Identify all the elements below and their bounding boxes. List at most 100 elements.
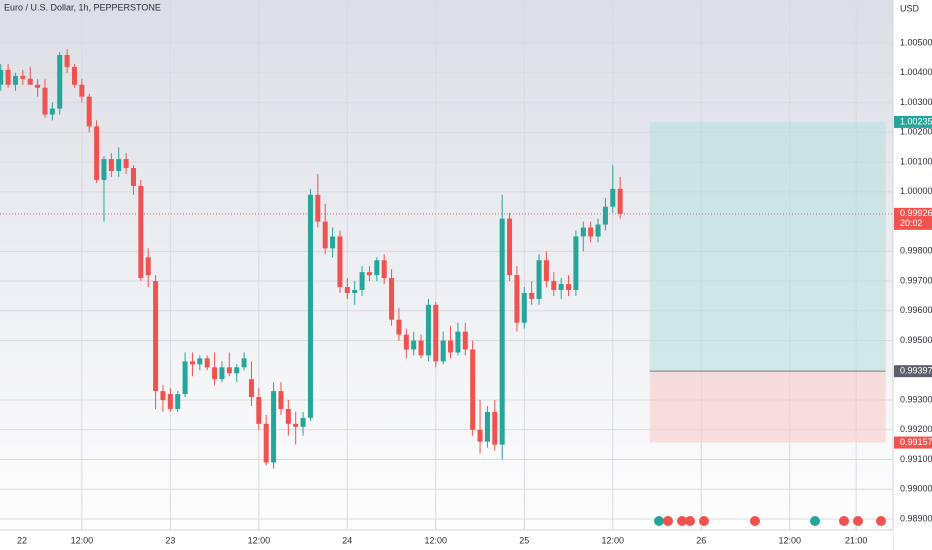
x-tick-label: 21:00	[845, 535, 868, 545]
candle-body	[12, 75, 18, 85]
candle-body	[204, 358, 210, 368]
x-tick-label: 12:00	[602, 535, 625, 545]
candle-body	[389, 278, 395, 320]
x-tick-label: 12:00	[248, 535, 271, 545]
price-badge	[894, 436, 932, 449]
candle-body	[57, 55, 63, 109]
candle-body	[322, 221, 328, 249]
candle-body	[226, 367, 232, 374]
y-tick-label: 0.99600	[900, 305, 932, 315]
candle-body	[492, 411, 498, 445]
candle-body	[514, 275, 520, 323]
candle-body	[440, 340, 446, 362]
candle-body	[35, 84, 41, 88]
y-tick-label: 0.99000	[900, 484, 932, 494]
y-tick-label: 0.99200	[900, 424, 932, 434]
candle-body	[71, 66, 77, 85]
candle-body	[138, 185, 144, 279]
events[interactable]	[654, 516, 886, 526]
event-icon[interactable]	[810, 516, 820, 526]
candle-body	[374, 260, 380, 276]
profit-zone	[649, 121, 886, 372]
candle-body	[167, 394, 173, 409]
y-tick-label: 1.00400	[900, 67, 932, 77]
candle-body	[551, 281, 557, 290]
candle-body	[189, 361, 195, 365]
x-tick-label: 12:00	[71, 535, 94, 545]
event-icon[interactable]	[677, 516, 687, 526]
price-badge	[894, 207, 932, 230]
candle-body	[558, 284, 564, 290]
candle-body	[108, 159, 114, 172]
candle-body	[433, 304, 439, 362]
candle-body	[241, 358, 247, 368]
candle-body	[145, 257, 151, 276]
candle-body	[595, 224, 601, 237]
event-icon[interactable]	[699, 516, 709, 526]
time-axis[interactable]	[0, 530, 893, 550]
y-tick-label: 1.00000	[900, 186, 932, 196]
candle-body	[588, 227, 594, 237]
candle-body	[219, 367, 225, 380]
candle-body	[521, 292, 527, 323]
candle-body	[212, 367, 218, 380]
candle-body	[396, 319, 402, 335]
loss-zone	[649, 371, 886, 443]
candle-body	[101, 159, 107, 180]
candle-body	[42, 87, 48, 115]
candle-body	[352, 289, 358, 293]
x-tick-label: 22	[17, 535, 27, 545]
candle-body	[94, 126, 100, 180]
candle-body	[366, 272, 372, 276]
candle-body	[315, 194, 321, 222]
event-icon[interactable]	[685, 516, 695, 526]
candle-body	[418, 340, 424, 356]
candle-body	[300, 417, 306, 427]
candle-body	[182, 361, 188, 395]
candle-body	[425, 304, 431, 356]
candle-body	[64, 55, 70, 67]
candle-body	[278, 391, 284, 409]
candles	[0, 49, 893, 469]
price-badge	[894, 115, 932, 128]
position-tool[interactable]	[649, 121, 886, 443]
candle-body	[0, 69, 4, 85]
y-tick-label: 1.00300	[900, 97, 932, 107]
candle-body	[536, 260, 542, 299]
candle-body	[507, 218, 513, 276]
candle-body	[86, 96, 92, 127]
event-icon[interactable]	[876, 516, 886, 526]
candle-body	[263, 423, 269, 463]
event-icon[interactable]	[853, 516, 863, 526]
candle-body	[271, 391, 277, 463]
candle-body	[337, 236, 343, 288]
candle-body	[27, 78, 33, 85]
candle-body	[359, 272, 365, 290]
y-tick-label: 0.99800	[900, 246, 932, 256]
y-tick-label: 0.99100	[900, 454, 932, 464]
event-icon[interactable]	[654, 516, 664, 526]
y-tick-label: 0.99300	[900, 394, 932, 404]
candle-body	[411, 340, 417, 350]
candle-body	[543, 260, 549, 282]
y-tick-label: 1.00200	[900, 127, 932, 137]
event-icon[interactable]	[663, 516, 673, 526]
candle-body	[285, 408, 291, 424]
price-axis[interactable]	[893, 0, 932, 550]
y-tick-label: 0.98900	[900, 513, 932, 523]
y-tick-label: 1.00500	[900, 38, 932, 48]
event-icon[interactable]	[839, 516, 849, 526]
candle-body	[566, 284, 572, 290]
candle-body	[5, 69, 11, 85]
candle-body	[116, 159, 122, 172]
x-tick-label: 23	[165, 535, 175, 545]
event-icon[interactable]	[750, 516, 760, 526]
candle-body	[381, 260, 387, 279]
price-badge	[894, 365, 932, 378]
candle-body	[477, 429, 483, 442]
candle-body	[448, 340, 454, 353]
y-tick-label: 0.99700	[900, 275, 932, 285]
candle-body	[130, 168, 136, 186]
candle-body	[256, 397, 262, 424]
